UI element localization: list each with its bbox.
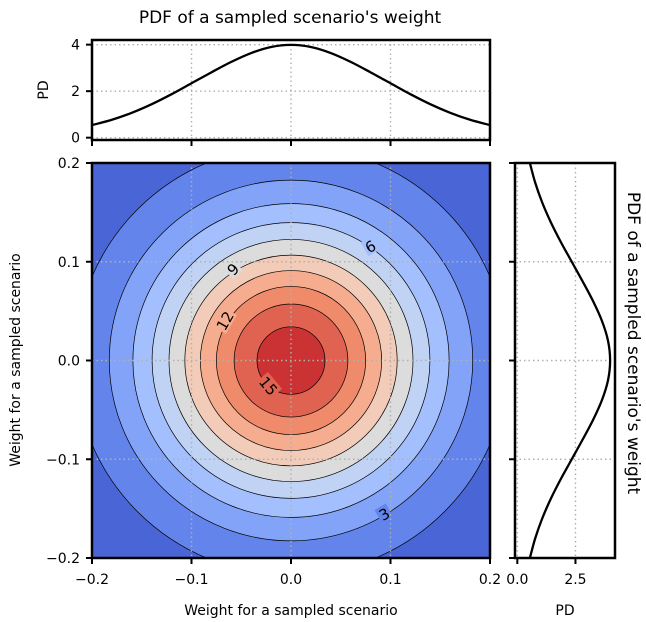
main-x-tick-label: 0.1 (379, 572, 401, 588)
joint-contour-x-axis-label: Weight for a sampled scenario (184, 603, 397, 619)
top-marginal-y-axis-label: PD (36, 80, 52, 99)
top-marginal-ticks: 0 2 4 (71, 38, 491, 147)
joint-contour-y-axis-label: Weight for a sampled scenario (8, 253, 24, 466)
main-y-tick-label: −0.2 (46, 551, 80, 567)
top-marginal-grid (91, 40, 491, 140)
joint-contour-ticks: −0.2 −0.1 0.0 0.1 0.2 −0.2 −0.1 0.0 0.1 0.2 (46, 156, 501, 588)
main-x-tick-label: −0.1 (175, 572, 209, 588)
main-x-tick-label: 0.0 (280, 572, 302, 588)
contour-label-gap (222, 258, 243, 280)
contour-line-12 (216, 286, 366, 435)
right-marginal-pdf-curve (528, 162, 612, 559)
right-marginal-x-axis-label: PD (555, 603, 574, 619)
right-x-tick-label: 0.0 (506, 572, 528, 588)
contour-label-gap (255, 371, 283, 400)
top-marginal-pdf-curve (91, 43, 491, 127)
top-y-tick-label: 0 (71, 131, 80, 147)
top-marginal-panel: PDF of a sampled scenario's weight 0 2 4 P… (36, 8, 492, 147)
contour-label-3: 3 (374, 503, 394, 525)
main-y-tick-label: 0.2 (58, 156, 80, 172)
main-y-tick-label: −0.1 (46, 452, 80, 468)
contour-label-gap (212, 306, 237, 335)
contour-line-15 (256, 326, 326, 395)
contour-label-gap (374, 503, 394, 524)
main-x-tick-label: −0.2 (75, 572, 109, 588)
right-x-tick-label: 2.5 (564, 572, 586, 588)
contour-line-13.5 (233, 303, 349, 418)
right-marginal-ticks: 0.0 2.5 (506, 162, 587, 588)
top-y-tick-label: 4 (71, 38, 80, 54)
right-marginal-grid (515, 162, 615, 559)
contour-label-gap (360, 235, 380, 257)
top-y-tick-label: 2 (71, 84, 80, 100)
right-marginal-title: PDF of a sampled scenario's weight (623, 192, 643, 495)
contour-line-3 (108, 179, 474, 542)
main-x-tick-label: 0.2 (479, 572, 501, 588)
right-marginal-panel: 0.0 2.5 PD PDF of a sampled scenario's we… (506, 161, 643, 619)
contour-label-6: 6 (360, 235, 380, 257)
main-y-tick-label: 0.1 (58, 255, 80, 271)
main-y-tick-label: 0.0 (58, 354, 80, 370)
top-marginal-title: PDF of a sampled scenario's weight (139, 8, 442, 28)
